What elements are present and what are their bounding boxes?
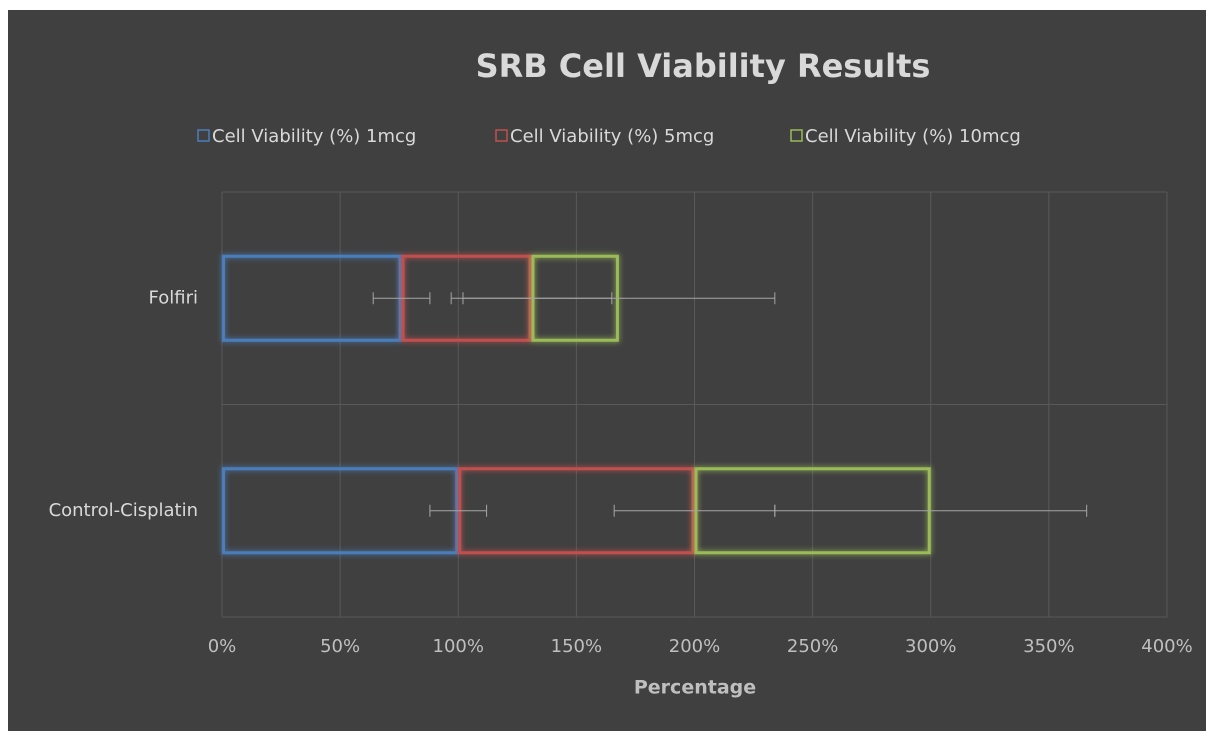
chart-background [8, 10, 1206, 731]
x-tick-label: 350% [1023, 636, 1074, 657]
x-tick-label: 200% [669, 636, 720, 657]
x-tick-label: 300% [905, 636, 956, 657]
legend-label: Cell Viability (%) 5mcg [510, 126, 714, 147]
legend-label: Cell Viability (%) 10mcg [805, 126, 1021, 147]
x-tick-label: 0% [208, 636, 237, 657]
x-tick-label: 50% [320, 636, 360, 657]
chart-title: SRB Cell Viability Results [476, 47, 931, 85]
legend-swatch [197, 129, 210, 142]
legend-swatch [790, 129, 803, 142]
error-bar [372, 292, 431, 305]
error-bar [462, 292, 776, 305]
legend-swatch [495, 129, 508, 142]
x-tick-label: 400% [1141, 636, 1192, 657]
x-tick-label: 250% [787, 636, 838, 657]
error-bar [429, 504, 488, 517]
x-tick-label: 150% [551, 636, 602, 657]
error-bar [774, 504, 1088, 517]
y-tick-label: Control-Cisplatin [49, 500, 198, 521]
y-tick-label: Folfiri [149, 287, 198, 308]
x-tick-label: 100% [433, 636, 484, 657]
legend-label: Cell Viability (%) 1mcg [212, 126, 416, 147]
x-axis-title: Percentage [634, 677, 756, 699]
